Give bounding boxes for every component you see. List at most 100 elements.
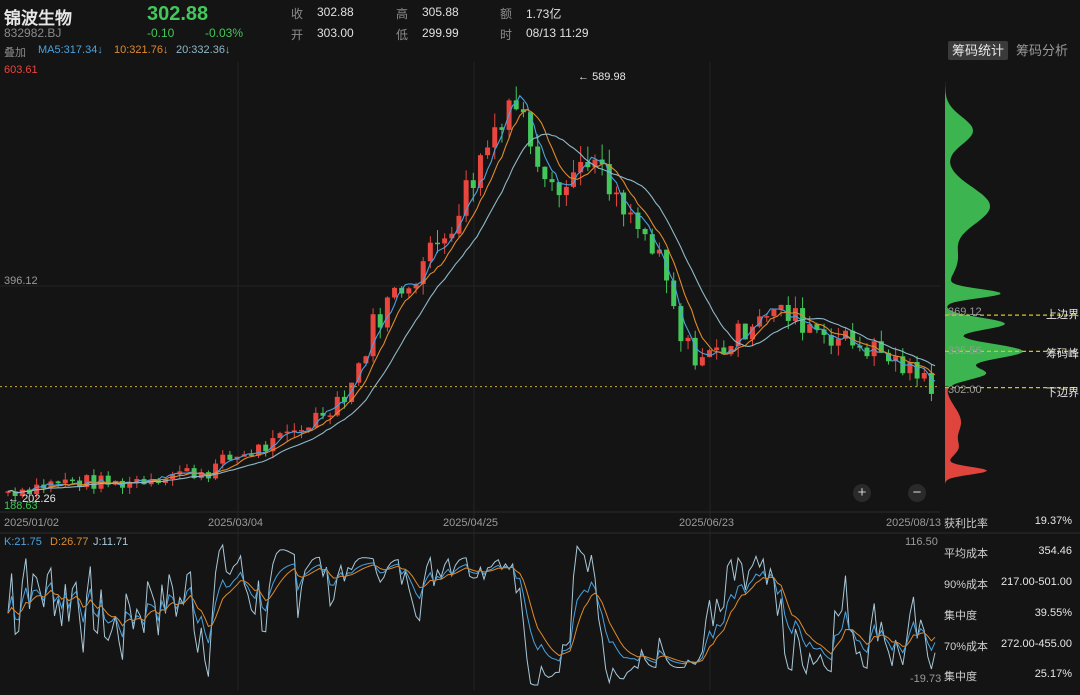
candle-body <box>370 314 376 357</box>
candle-body <box>227 454 233 460</box>
price-axis-mid: 396.12 <box>4 275 38 287</box>
candle-body <box>635 212 641 230</box>
candle-body <box>198 472 204 479</box>
candle-body <box>721 347 727 355</box>
chip-lower-value: 302.00 <box>948 384 982 396</box>
candle-body <box>499 127 505 130</box>
candle-body <box>828 334 834 346</box>
stat-value: 19.37% <box>1034 515 1072 527</box>
high-label: 高 <box>396 7 409 21</box>
stat-label: 获利比率 <box>944 518 988 530</box>
candle-body <box>427 242 433 262</box>
kdj-min: -19.73 <box>910 673 942 685</box>
candle-body <box>692 337 698 366</box>
candle-body <box>177 471 183 475</box>
candle-body <box>735 323 741 347</box>
candle-body <box>585 161 591 168</box>
tab-chip-analysis[interactable]: 筹码分析 <box>1016 43 1069 58</box>
stat-value: 354.46 <box>1038 545 1072 557</box>
stat-label: 集中度 <box>944 671 977 683</box>
candle-body <box>807 324 813 333</box>
zoom-out-button[interactable]: − <box>908 484 926 502</box>
candle-body <box>714 347 720 351</box>
candle-body <box>821 329 827 335</box>
candle-body <box>656 249 662 254</box>
candle-body <box>248 454 254 456</box>
candle-body <box>12 491 18 496</box>
price-change: -0.10 <box>147 26 175 40</box>
candle-body <box>771 309 777 317</box>
candle-body <box>671 280 677 307</box>
candle-body <box>256 444 262 456</box>
candle-body <box>356 363 362 383</box>
candle-body <box>749 326 755 340</box>
candle-body <box>921 372 927 379</box>
chip-lower-label: 下边界 <box>1046 387 1079 399</box>
zoom-in-button[interactable]: + <box>853 484 871 502</box>
price-axis-top: 603.61 <box>4 64 38 76</box>
candle-body <box>449 233 455 239</box>
candle-body <box>84 475 90 488</box>
candle-body <box>19 489 25 496</box>
stat-label: 90%成本 <box>944 579 989 591</box>
low-label: 低 <box>396 28 409 42</box>
candle-body <box>127 481 133 488</box>
stock-code: 832982.BJ <box>4 26 62 40</box>
ma5-line <box>7 94 936 494</box>
candle-body <box>814 324 820 330</box>
candle-body <box>549 179 555 183</box>
candle-body <box>613 192 619 195</box>
candle-body <box>513 100 519 110</box>
candle-body <box>606 164 612 195</box>
candle-body <box>785 304 791 321</box>
candle-body <box>327 415 333 417</box>
candle-body <box>556 182 562 196</box>
candle-body <box>571 172 577 187</box>
low-value: 299.99 <box>422 26 459 40</box>
candle-body <box>764 316 770 318</box>
kdj-j-line <box>7 543 936 686</box>
kdj-max: 116.50 <box>905 536 938 548</box>
candle-body <box>757 316 763 327</box>
amount-value: 1.73亿 <box>526 7 562 21</box>
candle-body <box>477 155 483 189</box>
ma20-line <box>7 133 936 494</box>
candle-body <box>456 215 462 234</box>
open-value: 303.00 <box>317 26 354 40</box>
candle-body <box>649 234 655 254</box>
tab-chip-stats[interactable]: 筹码统计 <box>948 41 1009 60</box>
candle-body <box>363 356 369 364</box>
kdj-j-value: J:11.71 <box>93 536 129 548</box>
chip-peak-value: 335.56 <box>948 345 982 357</box>
overlay-button[interactable]: 叠加 <box>4 47 26 59</box>
stock-name: 锦波生物 <box>4 9 72 28</box>
date-label: 2025/06/23 <box>679 517 735 529</box>
date-label: 2025/01/02 <box>4 517 60 529</box>
amount-label: 额 <box>500 7 513 21</box>
candle-body <box>563 186 569 196</box>
time-label: 时 <box>500 28 513 42</box>
candle-body <box>907 361 913 374</box>
ma20-value: 20:332.36↓ <box>176 44 231 56</box>
candle-body <box>298 430 304 432</box>
stat-label: 平均成本 <box>944 548 988 560</box>
kdj-d-line <box>7 564 936 663</box>
candle-body <box>377 314 383 328</box>
candle-body <box>850 330 856 346</box>
date-label: 2025/08/13 <box>886 517 942 529</box>
stat-value: 25.17% <box>1034 668 1072 680</box>
close-label: 收 <box>291 7 304 21</box>
chip-peak-label: 筹码峰 <box>1046 348 1079 360</box>
chip-profile-profit <box>945 65 1023 387</box>
stat-label: 70%成本 <box>944 641 989 653</box>
candle-body <box>392 287 398 298</box>
candle-body <box>535 146 541 167</box>
kdj-k-line <box>7 562 936 665</box>
candle-body <box>642 229 648 235</box>
candle-body <box>528 112 534 147</box>
candle-body <box>592 159 598 168</box>
stat-value: 272.00-455.00 <box>1001 638 1072 650</box>
kdj-d-value: D:26.77 <box>50 536 89 548</box>
candle-body <box>48 481 54 489</box>
